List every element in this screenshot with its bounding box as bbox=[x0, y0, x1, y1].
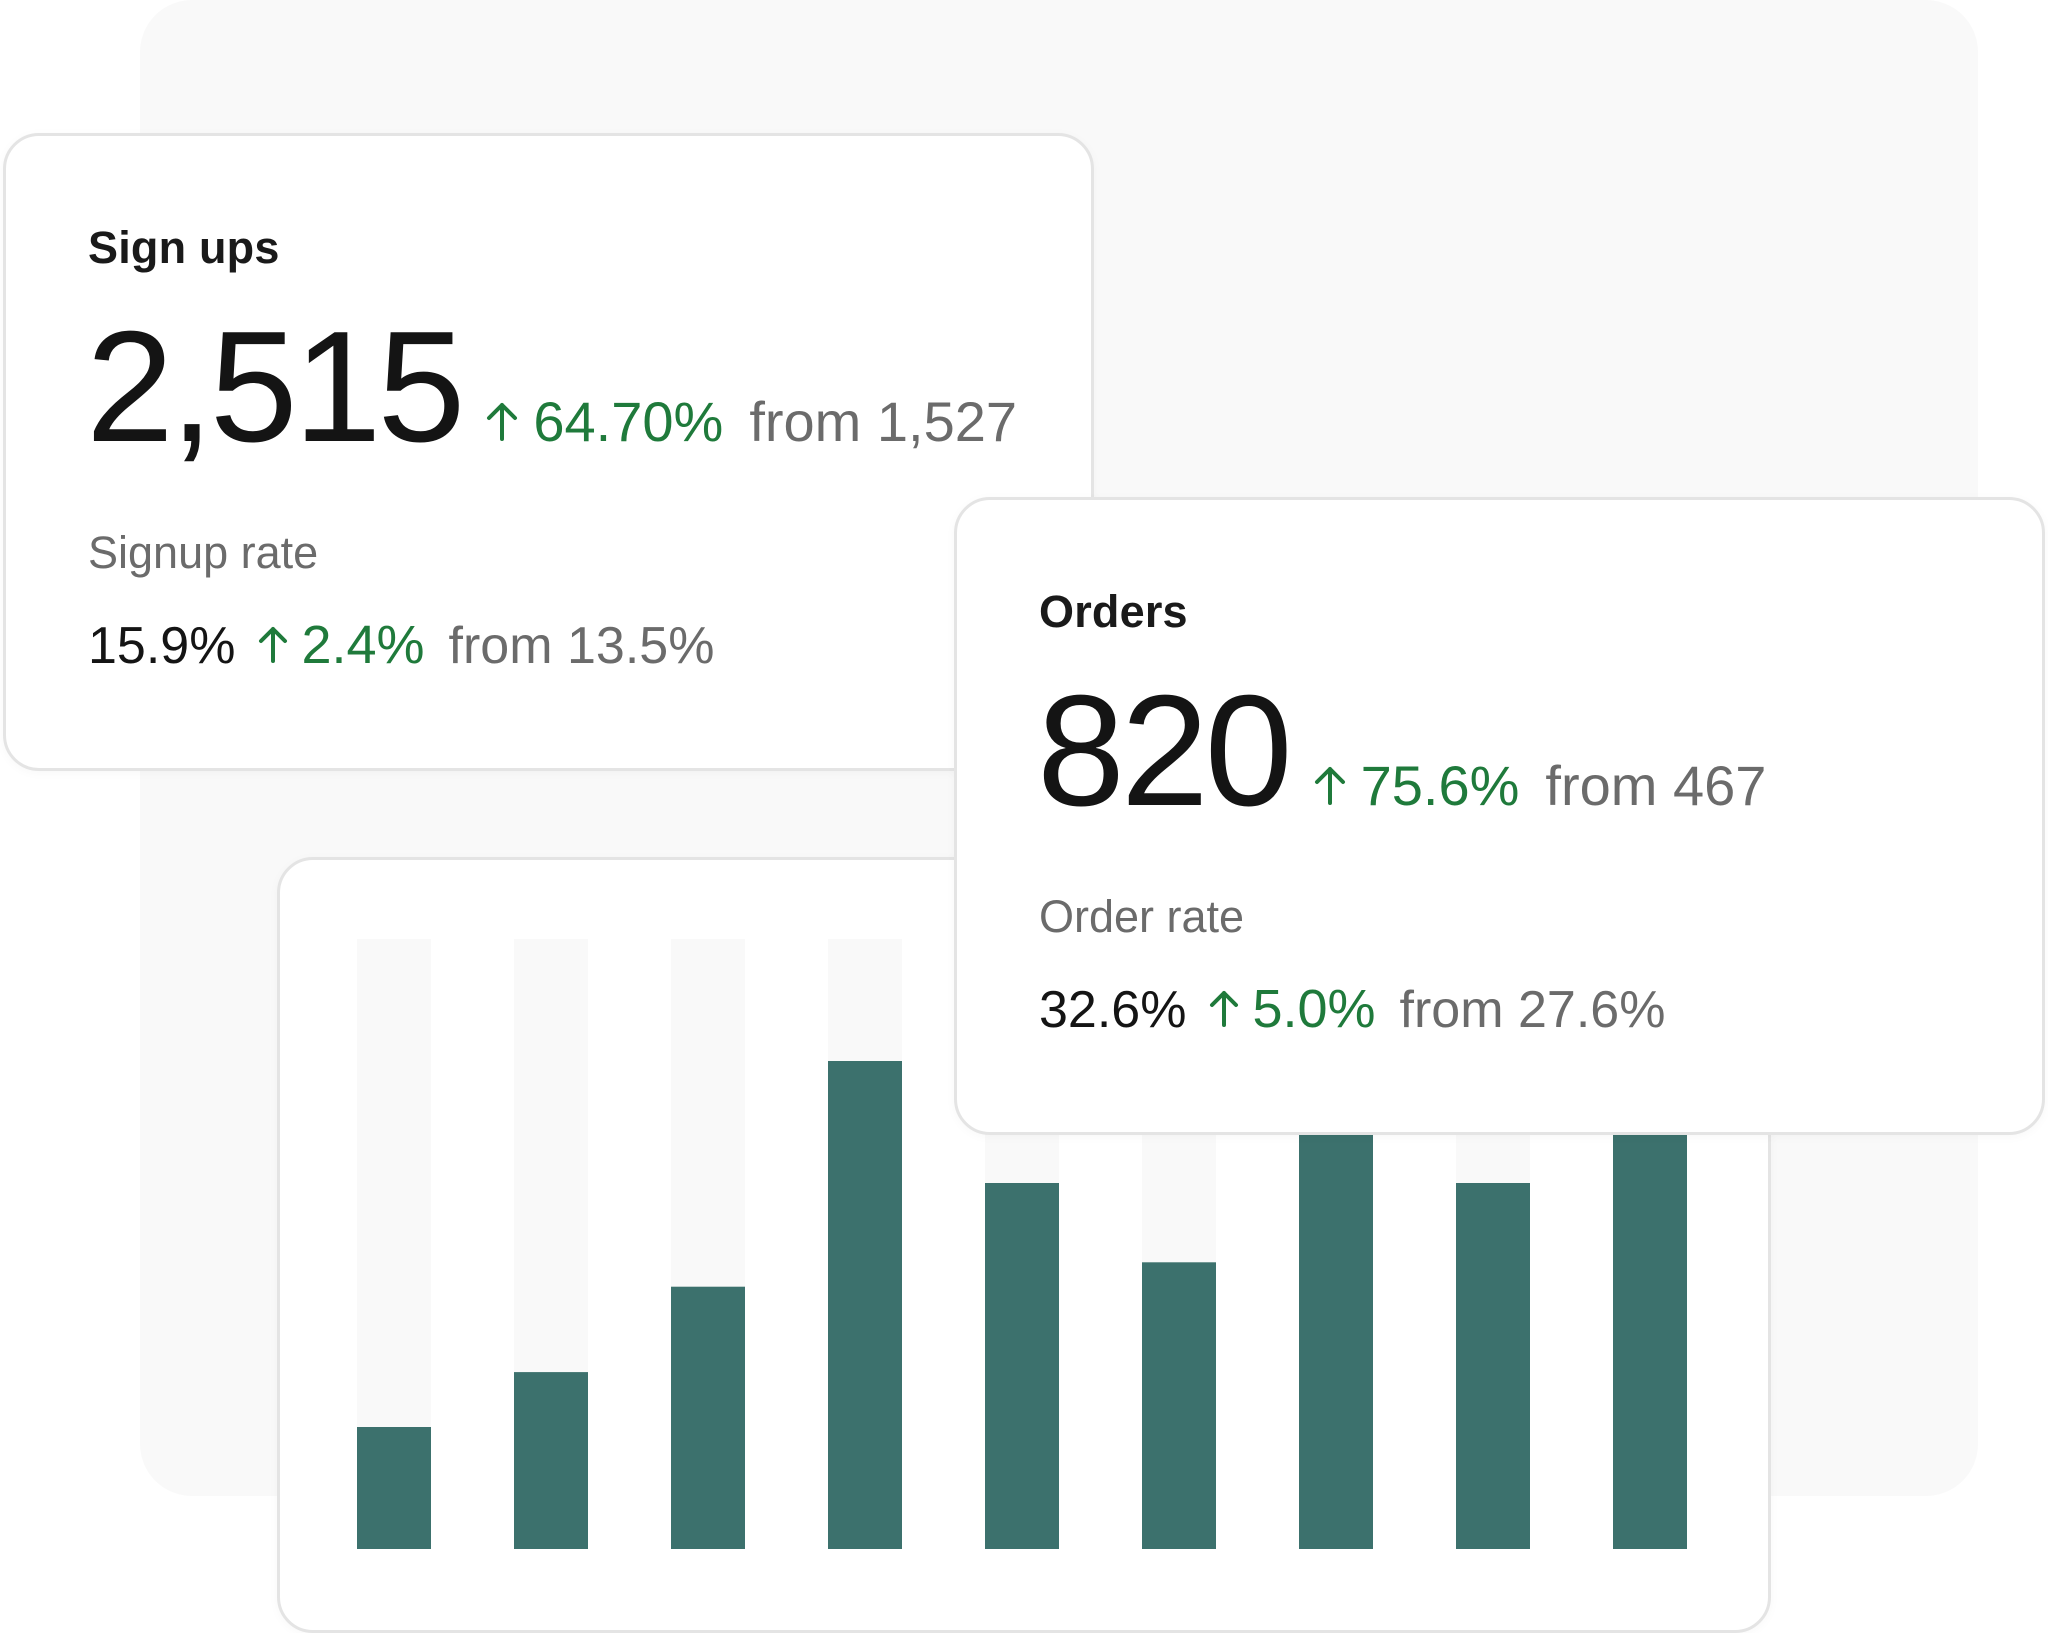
arrow-up-icon bbox=[485, 401, 519, 441]
chart-bar-8 bbox=[1456, 1183, 1530, 1549]
signups-value: 2,515 bbox=[86, 299, 465, 475]
arrow-up-icon bbox=[1208, 989, 1240, 1027]
order-rate-label: Order rate bbox=[1039, 891, 1245, 942]
signups-from: from 1,527 bbox=[749, 390, 1018, 453]
orders-change: 75.6% bbox=[1313, 753, 1520, 818]
order-rate-change: 5.0% bbox=[1208, 978, 1376, 1040]
chart-bar-5 bbox=[985, 1183, 1059, 1549]
chart-bar-1 bbox=[357, 1427, 431, 1549]
orders-from: from 467 bbox=[1545, 754, 1767, 817]
chart-bar-7 bbox=[1299, 1122, 1373, 1549]
signup-rate-from: from 13.5% bbox=[448, 617, 715, 675]
arrow-up-icon bbox=[1313, 765, 1347, 805]
signup-rate-change: 2.4% bbox=[257, 614, 425, 676]
orders-main-row: 820 75.6% from 467 bbox=[1037, 672, 1766, 830]
chart-bar-2 bbox=[514, 1372, 588, 1549]
chart-bar-9 bbox=[1613, 1122, 1687, 1549]
signups-title: Sign ups bbox=[88, 222, 280, 273]
signups-change-value: 64.70% bbox=[533, 390, 724, 453]
orders-value: 820 bbox=[1037, 663, 1293, 839]
orders-card: Orders 820 75.6% from 467 Order rate 32.… bbox=[954, 497, 2045, 1135]
order-rate-change-value: 5.0% bbox=[1252, 979, 1376, 1039]
signups-card: Sign ups 2,515 64.70% from 1,527 Signup … bbox=[3, 133, 1094, 771]
signup-rate-value: 15.9% bbox=[88, 617, 236, 675]
chart-bar-3 bbox=[671, 1286, 745, 1549]
chart-bar-6 bbox=[1142, 1262, 1216, 1549]
signup-rate-label: Signup rate bbox=[88, 527, 319, 578]
orders-change-value: 75.6% bbox=[1360, 754, 1520, 817]
order-rate-row: 32.6% 5.0% from 27.6% bbox=[1039, 978, 1665, 1040]
chart-bar-4 bbox=[828, 1061, 902, 1549]
order-rate-from: from 27.6% bbox=[1399, 981, 1666, 1039]
signups-change: 64.70% bbox=[485, 389, 723, 454]
orders-title: Orders bbox=[1039, 586, 1188, 637]
arrow-up-icon bbox=[257, 625, 289, 663]
signups-main-row: 2,515 64.70% from 1,527 bbox=[86, 308, 1017, 466]
order-rate-value: 32.6% bbox=[1039, 981, 1187, 1039]
signup-rate-change-value: 2.4% bbox=[301, 615, 425, 675]
signup-rate-row: 15.9% 2.4% from 13.5% bbox=[88, 614, 714, 676]
